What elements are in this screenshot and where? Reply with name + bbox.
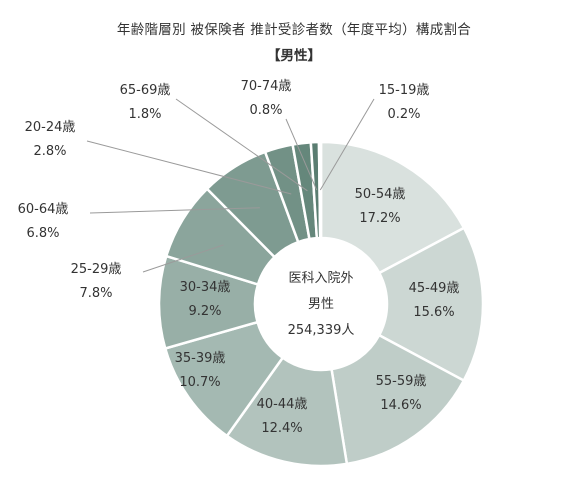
leader-line-70-74歳: [285, 118, 318, 191]
slice-45-49歳: [377, 226, 485, 383]
slice-category-label: 55-59歳: [376, 374, 427, 389]
leader-line-65-69歳: [175, 98, 308, 192]
donut-center: 医科入院外 男性 254,339人: [288, 271, 355, 338]
slice-category-label: 65-69歳: [120, 83, 171, 98]
slice-labels: 50-54歳 17.2% 45-49歳 15.6% 55-59歳 14.6% 40-44歳 1…: [18, 79, 460, 436]
slice-value-label: 1.8%: [128, 107, 161, 122]
slice-category-label: 45-49歳: [409, 281, 460, 296]
slice-category-label: 60-64歳: [18, 202, 69, 217]
slice-value-label: 2.8%: [33, 144, 66, 159]
leader-line-15-19歳: [319, 98, 375, 191]
slice-value-label: 6.8%: [26, 226, 59, 241]
center-label-line-3: 254,339人: [288, 323, 355, 338]
slice-value-label: 0.8%: [249, 103, 282, 118]
chart-subtitle: 【男性】: [267, 48, 321, 64]
slice-category-label: 20-24歳: [25, 120, 76, 135]
leader-line-20-24歳: [86, 140, 292, 195]
slice-50-54歳: [319, 140, 466, 275]
slice-value-label: 15.6%: [413, 305, 454, 320]
slice-value-label: 10.7%: [179, 375, 220, 390]
slice-value-label: 14.6%: [380, 398, 421, 413]
leader-line-25-29歳: [142, 244, 224, 273]
slice-category-label: 40-44歳: [257, 397, 308, 412]
slice-category-label: 30-34歳: [180, 280, 231, 295]
slice-value-label: 0.2%: [387, 107, 420, 122]
slice-value-label: 7.8%: [79, 286, 112, 301]
slice-category-label: 70-74歳: [241, 79, 292, 94]
slice-value-label: 9.2%: [188, 304, 221, 319]
slice-category-label: 25-29歳: [71, 262, 122, 277]
donut-slices: [157, 140, 485, 468]
slice-category-label: 50-54歳: [355, 187, 406, 202]
slice-15-19歳: [317, 140, 323, 240]
slice-value-label: 17.2%: [359, 211, 400, 226]
leader-line-60-64歳: [89, 207, 260, 214]
slice-value-label: 12.4%: [261, 421, 302, 436]
center-label-line-2: 男性: [308, 297, 334, 312]
slice-category-label: 15-19歳: [379, 83, 430, 98]
slice-category-label: 35-39歳: [175, 351, 226, 366]
slice-55-59歳: [330, 333, 466, 466]
donut-hole: [256, 239, 386, 369]
center-label-line-1: 医科入院外: [288, 271, 353, 286]
chart-title: 年齢階層別 被保険者 推計受診者数（年度平均）構成割合: [116, 22, 472, 38]
leader-lines: [86, 98, 375, 273]
